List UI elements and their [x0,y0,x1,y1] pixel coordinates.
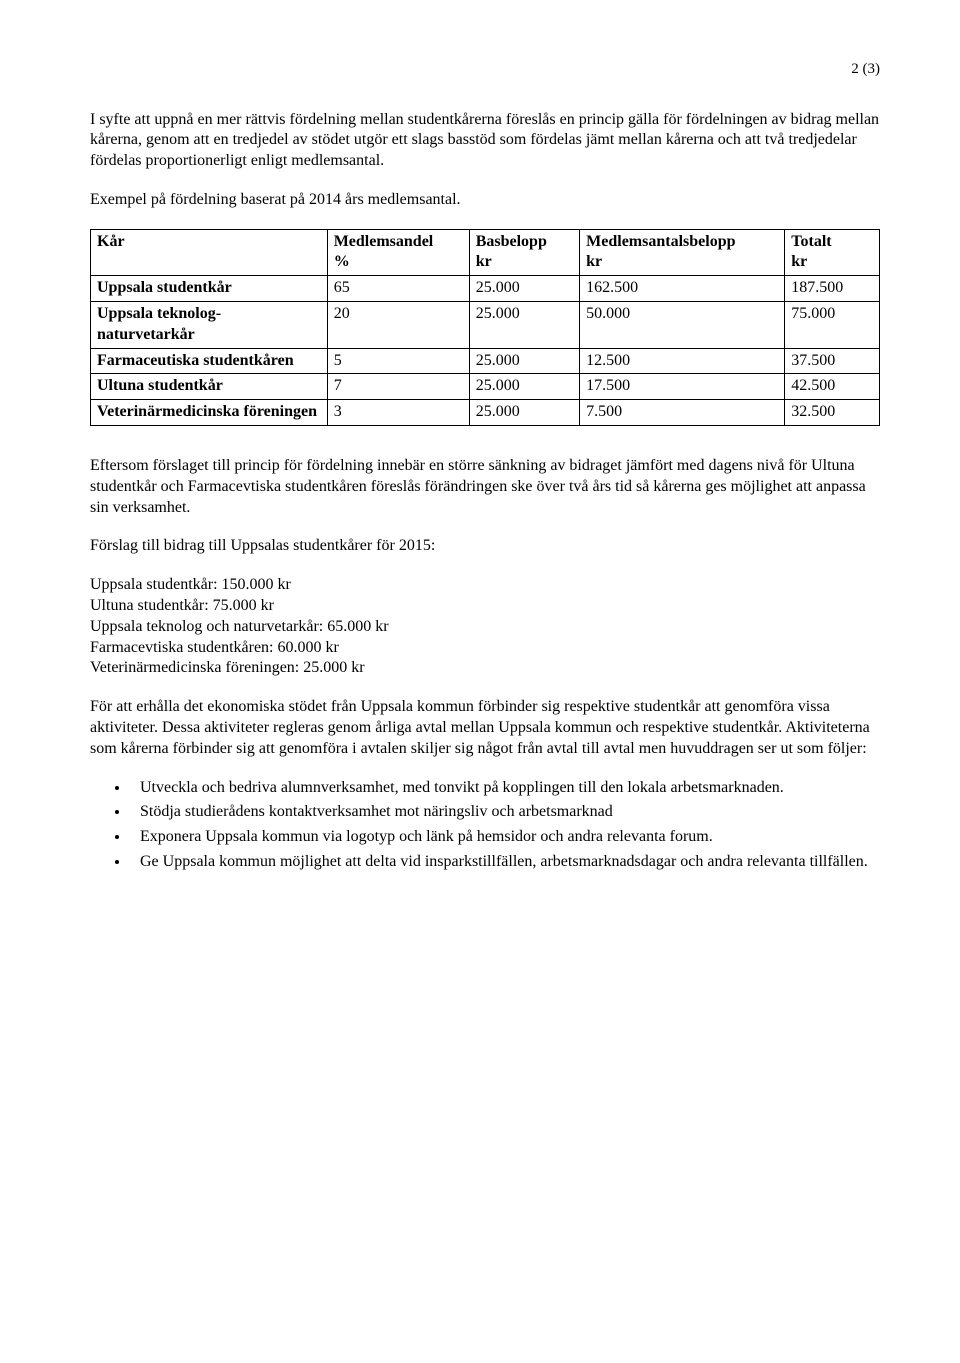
th-tot-l2: kr [791,253,807,270]
th-medlemsantalsbelopp: Medlemsantalsbelopp kr [580,229,785,276]
cell-medlemsantalsbelopp: 17.500 [580,374,785,400]
table-row: Farmaceutiska studentkåren525.00012.5003… [91,348,880,374]
paragraph-intro: I syfte att uppnå en mer rättvis fördeln… [90,110,880,172]
table-header-row: Kår Medlemsandel % Basbelopp kr Medlemsa… [91,229,880,276]
cell-basbelopp: 25.000 [469,302,579,349]
cell-kar: Uppsala studentkår [91,276,328,302]
th-kar-text: Kår [97,233,125,250]
th-totalt: Totalt kr [785,229,880,276]
paragraph-explanation: Eftersom förslaget till princip för förd… [90,456,880,518]
th-bas-l1: Basbelopp [476,233,547,250]
cell-totalt: 187.500 [785,276,880,302]
allocation-table: Kår Medlemsandel % Basbelopp kr Medlemsa… [90,229,880,426]
th-mb-l1: Medlemsantalsbelopp [586,233,735,250]
activity-bullet-list: Utveckla och bedriva alumnverksamhet, me… [90,778,880,873]
cell-medlemsandel: 3 [327,400,469,426]
cell-totalt: 32.500 [785,400,880,426]
cell-medlemsandel: 7 [327,374,469,400]
th-kar: Kår [91,229,328,276]
cell-totalt: 37.500 [785,348,880,374]
paragraph-example: Exempel på fördelning baserat på 2014 år… [90,190,880,211]
bidrag-list: Uppsala studentkår: 150.000 kr Ultuna stu… [90,575,880,679]
cell-medlemsandel: 20 [327,302,469,349]
list-item: Ge Uppsala kommun möjlighet att delta vi… [130,852,880,873]
th-ma-l1: Medlemsandel [334,233,434,250]
cell-medlemsantalsbelopp: 12.500 [580,348,785,374]
th-tot-l1: Totalt [791,233,831,250]
cell-medlemsantalsbelopp: 50.000 [580,302,785,349]
th-basbelopp: Basbelopp kr [469,229,579,276]
bidrag-line: Farmacevtiska studentkåren: 60.000 kr [90,639,339,656]
table-row: Uppsala teknolog- naturvetarkår2025.0005… [91,302,880,349]
list-item: Stödja studierådens kontaktverksamhet mo… [130,802,880,823]
cell-totalt: 42.500 [785,374,880,400]
cell-basbelopp: 25.000 [469,374,579,400]
cell-medlemsandel: 65 [327,276,469,302]
cell-kar: Ultuna studentkår [91,374,328,400]
cell-medlemsantalsbelopp: 7.500 [580,400,785,426]
paragraph-activities: För att erhålla det ekonomiska stödet fr… [90,697,880,759]
cell-kar: Farmaceutiska studentkåren [91,348,328,374]
th-bas-l2: kr [476,253,492,270]
bidrag-line: Uppsala studentkår: 150.000 kr [90,576,291,593]
th-mb-l2: kr [586,253,602,270]
bidrag-line: Veterinärmedicinska föreningen: 25.000 k… [90,659,365,676]
th-medlemsandel: Medlemsandel % [327,229,469,276]
paragraph-proposal-heading: Förslag till bidrag till Uppsalas studen… [90,536,880,557]
bidrag-line: Ultuna studentkår: 75.000 kr [90,597,274,614]
th-ma-l2: % [334,253,350,270]
table-row: Veterinärmedicinska föreningen325.0007.5… [91,400,880,426]
cell-medlemsandel: 5 [327,348,469,374]
table-body: Uppsala studentkår6525.000162.500187.500… [91,276,880,426]
table-row: Uppsala studentkår6525.000162.500187.500 [91,276,880,302]
bidrag-line: Uppsala teknolog och naturvetarkår: 65.0… [90,618,389,635]
cell-medlemsantalsbelopp: 162.500 [580,276,785,302]
table-row: Ultuna studentkår725.00017.50042.500 [91,374,880,400]
cell-basbelopp: 25.000 [469,276,579,302]
cell-basbelopp: 25.000 [469,400,579,426]
cell-basbelopp: 25.000 [469,348,579,374]
cell-totalt: 75.000 [785,302,880,349]
page-number: 2 (3) [90,60,880,80]
cell-kar: Uppsala teknolog- naturvetarkår [91,302,328,349]
cell-kar: Veterinärmedicinska föreningen [91,400,328,426]
list-item: Exponera Uppsala kommun via logotyp och … [130,827,880,848]
list-item: Utveckla och bedriva alumnverksamhet, me… [130,778,880,799]
